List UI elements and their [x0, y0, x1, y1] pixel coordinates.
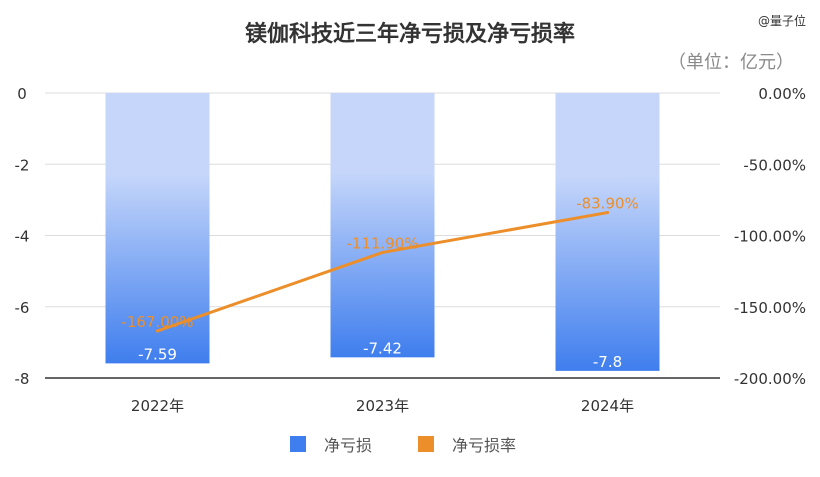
legend-item-net-loss-rate[interactable]: 净亏损率 [418, 432, 516, 456]
y-left-tick-label: 0 [17, 85, 27, 103]
y-right-tick-label: 0.00% [758, 85, 806, 103]
legend-item-net-loss[interactable]: 净亏损 [290, 432, 372, 456]
y-right-tick-label: -150.00% [734, 299, 806, 317]
line-point [156, 329, 159, 333]
legend-label: 净亏损 [324, 436, 373, 455]
y-left-tick-label: -4 [15, 228, 30, 246]
line-value-label: -167.00% [121, 313, 193, 331]
x-tick-label: 2022年 [131, 397, 184, 415]
axes: 0 -2 -4 -6 -8 0.00% -50.00% -100.00% -150.00% -20… [15, 85, 806, 415]
legend-label: 净亏损率 [452, 436, 517, 455]
y-right-tick-label: -50.00% [743, 156, 806, 174]
y-left-tick-label: -8 [15, 370, 30, 388]
line-point [606, 211, 609, 215]
bar-value-label: -7.59 [138, 345, 177, 363]
x-tick-label: 2024年 [581, 397, 634, 415]
line-value-label: -83.90% [576, 195, 639, 213]
bar [555, 93, 660, 371]
legend-swatch-line [418, 436, 434, 452]
y-left-tick-label: -6 [15, 299, 30, 317]
x-tick-label: 2023年 [356, 397, 409, 415]
line-value-label: -111.90% [346, 234, 418, 252]
legend: 净亏损 净亏损率 [0, 432, 820, 458]
y-right-tick-label: -100.00% [734, 228, 806, 246]
bar-value-label: -7.42 [363, 339, 402, 357]
data-labels: -7.59 -7.42 -7.8 -167.00% -111.90% -83.90% [121, 195, 638, 371]
unit-note: （单位：亿元） [668, 52, 794, 73]
bar [330, 93, 435, 358]
line-point [381, 250, 384, 254]
y-right-tick-label: -200.00% [734, 370, 806, 388]
line-series [156, 211, 609, 333]
bar-value-label: -7.8 [593, 353, 622, 371]
legend-swatch-bar [290, 436, 306, 452]
y-left-tick-label: -2 [15, 156, 30, 174]
chart-title: 镁伽科技近三年净亏损及净亏损率 [244, 22, 575, 47]
watermark: @量子位 [757, 14, 806, 28]
